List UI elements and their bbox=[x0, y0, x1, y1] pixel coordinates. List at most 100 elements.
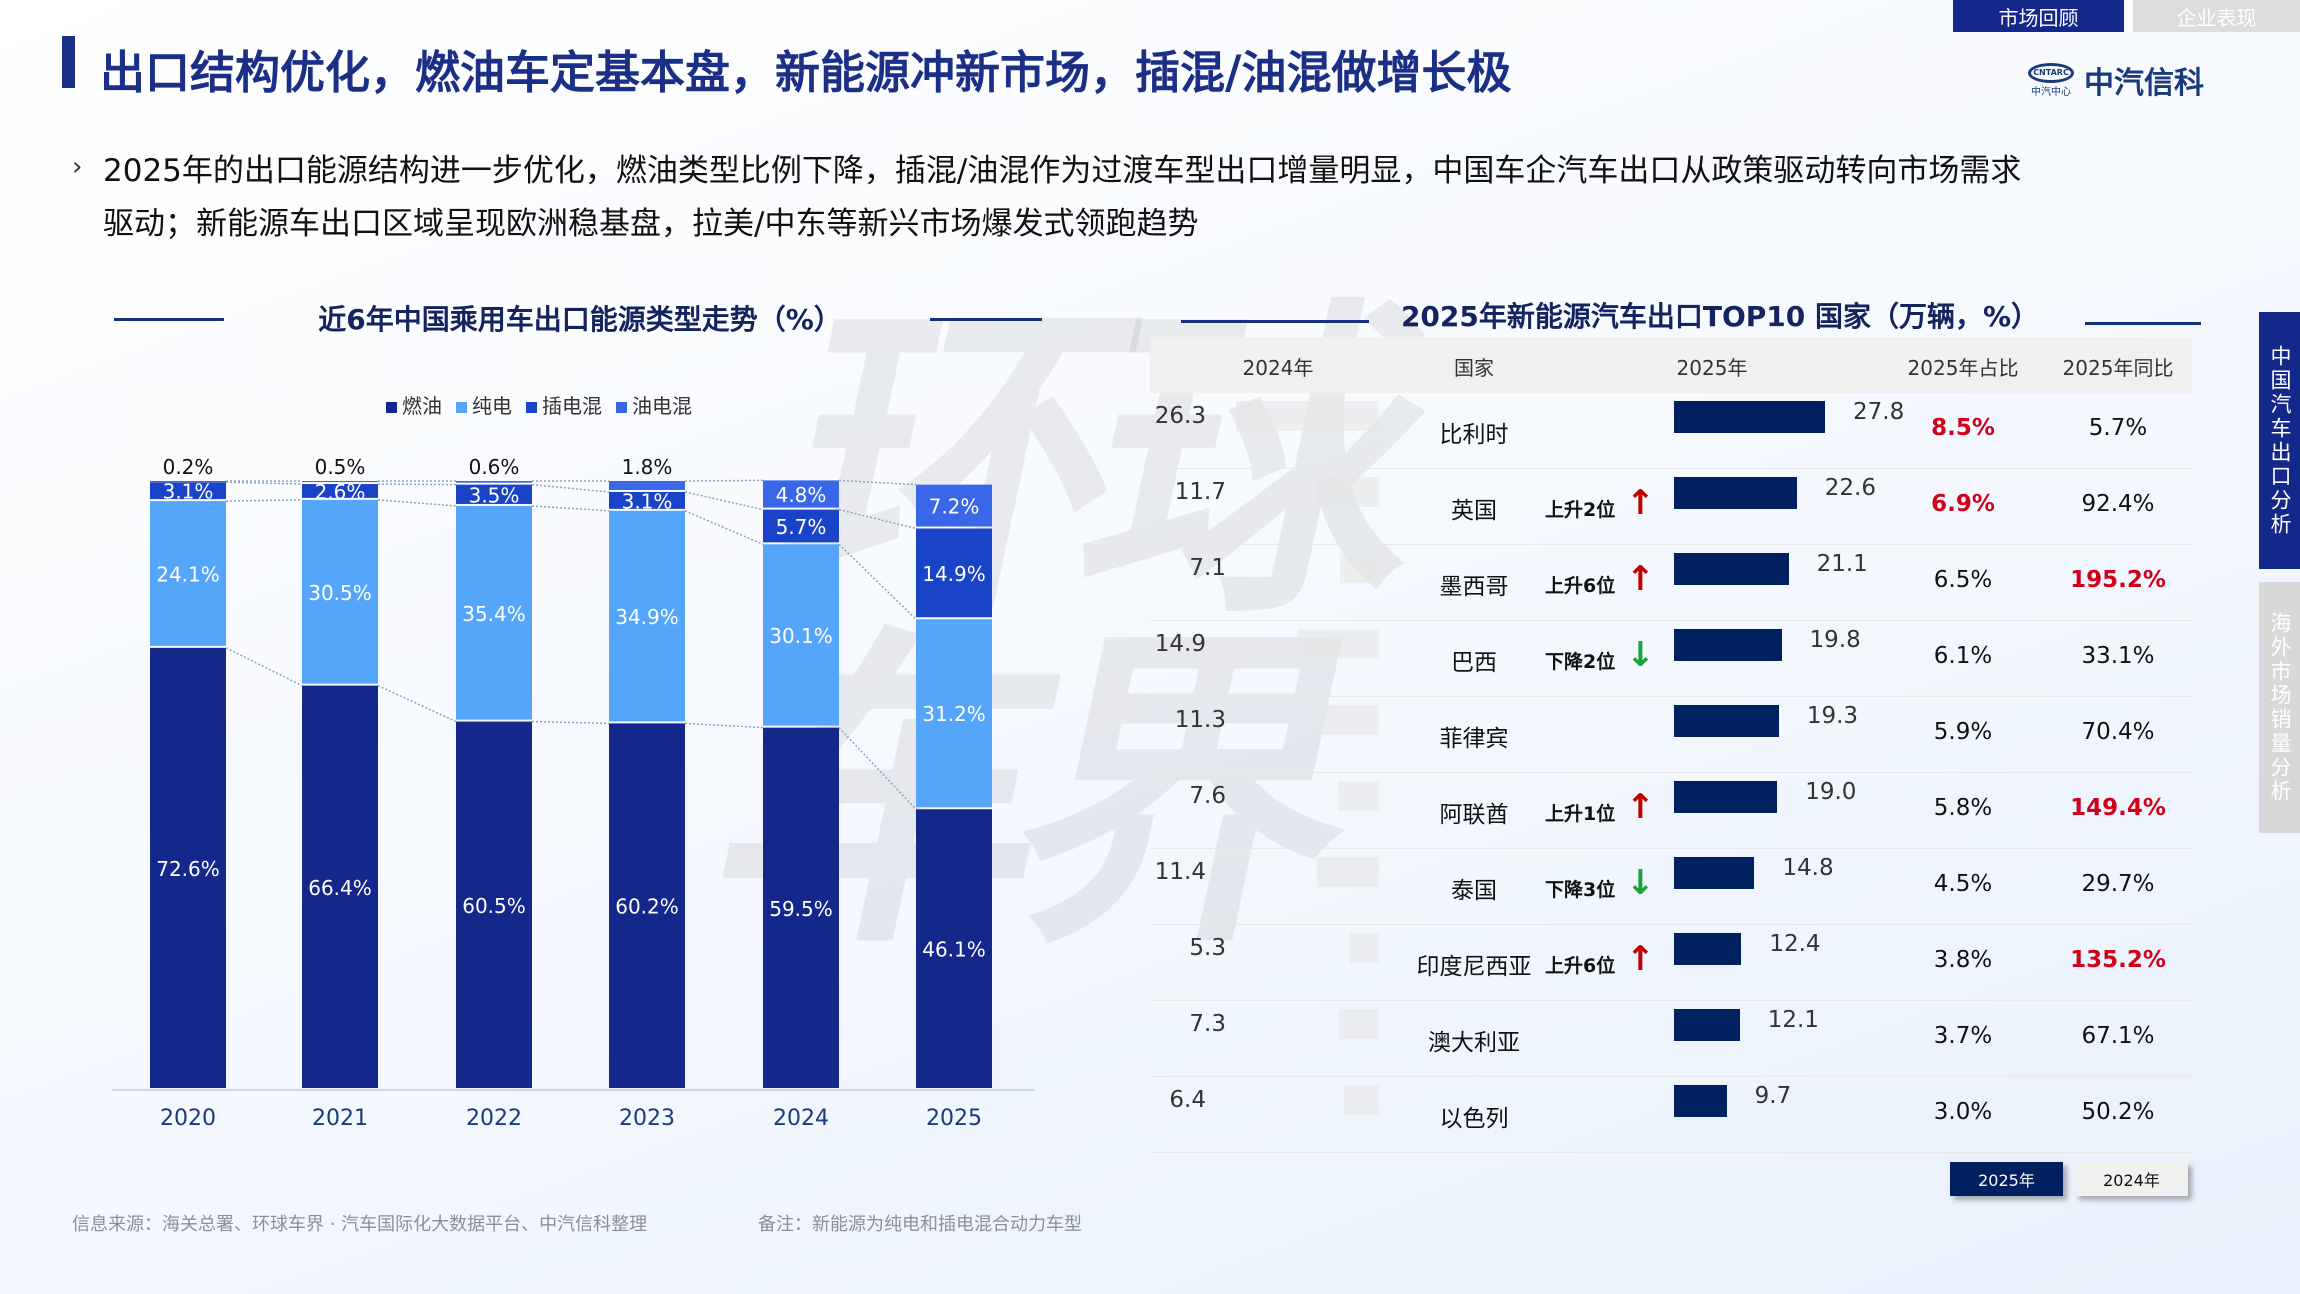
connector-line bbox=[377, 483, 457, 486]
bar-2024 bbox=[1317, 705, 1379, 735]
data-label: 60.5% bbox=[462, 894, 526, 918]
yoy-value: 135.2% bbox=[2070, 947, 2166, 973]
arrow-up-icon: ↑ bbox=[1626, 483, 1655, 523]
arrow-up-icon: ↑ bbox=[1626, 559, 1655, 599]
table-row: 6.4 以色列 9.7 3.0% 50.2% bbox=[1150, 1077, 2192, 1153]
legend-item: 油电混 bbox=[616, 390, 692, 419]
value-2025: 21.1 bbox=[1816, 551, 1868, 577]
yoy-value: 67.1% bbox=[2081, 1023, 2155, 1049]
divider bbox=[2085, 322, 2201, 325]
value-2024: 14.9 bbox=[1154, 631, 1206, 657]
tab-company-performance[interactable]: 企业表现 bbox=[2133, 0, 2300, 32]
legend-label: 插电混 bbox=[542, 394, 602, 418]
yoy-value: 70.4% bbox=[2081, 719, 2155, 745]
logo-name: 中汽信科 bbox=[2084, 66, 2204, 101]
connector-line bbox=[838, 727, 917, 810]
country-name: 墨西哥 bbox=[1439, 574, 1509, 600]
yoy-value: 149.4% bbox=[2070, 795, 2166, 821]
data-label: 30.1% bbox=[769, 624, 833, 648]
country-name: 菲律宾 bbox=[1439, 726, 1509, 752]
bar-segment bbox=[456, 481, 532, 483]
data-label: 59.5% bbox=[769, 897, 833, 921]
value-2024: 11.3 bbox=[1174, 707, 1226, 733]
bar-2024 bbox=[1236, 401, 1379, 431]
bar-segment bbox=[763, 727, 839, 1088]
connector-line bbox=[225, 647, 303, 687]
bar-segment bbox=[150, 501, 226, 646]
share-value: 3.7% bbox=[1933, 1023, 1993, 1049]
value-2024: 6.4 bbox=[1169, 1087, 1206, 1113]
value-2024: 11.7 bbox=[1174, 479, 1226, 505]
bar-2024 bbox=[1317, 857, 1379, 887]
bar-segment bbox=[456, 505, 532, 720]
data-label: 1.8% bbox=[622, 455, 673, 479]
legend-label: 纯电 bbox=[472, 394, 512, 418]
rank-change: 上升1位 bbox=[1545, 803, 1616, 825]
value-2025: 9.7 bbox=[1754, 1083, 1792, 1109]
bar-segment bbox=[916, 809, 992, 1088]
connector-line bbox=[531, 505, 610, 512]
chart-title: 近6年中国乘用车出口能源类型走势（%） bbox=[318, 303, 842, 336]
share-value: 6.9% bbox=[1931, 491, 1995, 517]
data-label: 14.9% bbox=[922, 562, 986, 586]
logo: CNTARC 中汽中心 中汽信科 bbox=[2028, 58, 2204, 102]
bar-2025 bbox=[1674, 477, 1797, 509]
x-tick-label: 2025 bbox=[926, 1106, 982, 1131]
data-label: 2.6% bbox=[315, 480, 366, 504]
yoy-value: 195.2% bbox=[2070, 567, 2166, 593]
bar-segment bbox=[302, 484, 378, 498]
data-label: 66.4% bbox=[308, 876, 372, 900]
data-label: 24.1% bbox=[156, 562, 220, 586]
stacked-bar-chart: 72.6%24.1%3.1%0.2%202066.4%30.5%2.6%0.5%… bbox=[112, 455, 1035, 1131]
summary-line-1: 2025年的出口能源结构进一步优化，燃油类型比例下降，插混/油混作为过渡车型出口… bbox=[103, 153, 2022, 189]
legend-swatch bbox=[456, 402, 467, 413]
bar-2025 bbox=[1674, 1009, 1740, 1041]
bar-segment bbox=[302, 499, 378, 684]
share-value: 5.9% bbox=[1933, 719, 1993, 745]
logo-badge: CNTARC bbox=[2028, 62, 2074, 83]
bar-segment bbox=[916, 619, 992, 808]
tab-label: 企业表现 bbox=[2176, 5, 2257, 30]
country-name: 澳大利亚 bbox=[1428, 1030, 1520, 1056]
table-row: 14.9 巴西 19.8 6.1% 33.1% 下降2位 ↓ bbox=[1150, 621, 2192, 697]
connector-line bbox=[531, 483, 610, 493]
arrow-up-icon: ↑ bbox=[1626, 787, 1655, 827]
value-2024: 5.3 bbox=[1189, 935, 1226, 961]
bar-segment bbox=[916, 484, 992, 527]
share-value: 4.5% bbox=[1933, 871, 1993, 897]
table-row: 11.7 英国 22.6 6.9% 92.4% 上升2位 ↑ bbox=[1150, 469, 2192, 545]
tab-market-review[interactable]: 市场回顾 bbox=[1953, 0, 2124, 32]
year-2025-button[interactable]: 2025年 bbox=[1950, 1162, 2063, 1196]
x-tick-label: 2022 bbox=[466, 1106, 522, 1131]
legend-label: 燃油 bbox=[402, 394, 442, 418]
year-2024-button[interactable]: 2024年 bbox=[2075, 1162, 2188, 1196]
data-label: 0.2% bbox=[163, 455, 214, 479]
bar-2025 bbox=[1674, 857, 1755, 889]
side-tab-china-export[interactable]: 中国汽车出口分析 bbox=[2259, 312, 2300, 569]
data-label: 3.1% bbox=[622, 489, 673, 513]
data-label: 46.1% bbox=[922, 938, 986, 962]
country-name: 巴西 bbox=[1451, 650, 1497, 676]
bar-2025 bbox=[1674, 553, 1789, 585]
table-row: 11.3 菲律宾 19.3 5.9% 70.4% bbox=[1150, 697, 2192, 773]
side-tab-overseas-sales[interactable]: 海外市场销量分析 bbox=[2259, 582, 2300, 833]
bar-segment bbox=[150, 482, 226, 500]
data-label: 31.2% bbox=[922, 702, 986, 726]
data-label: 4.8% bbox=[776, 483, 827, 507]
bar-2025 bbox=[1674, 629, 1782, 661]
chevron-right-icon: › bbox=[72, 152, 83, 182]
col-country: 国家 bbox=[1454, 356, 1494, 380]
bar-2024 bbox=[1339, 1009, 1379, 1039]
value-2024: 7.6 bbox=[1189, 783, 1226, 809]
connector-line bbox=[684, 479, 764, 482]
country-name: 英国 bbox=[1451, 498, 1497, 524]
connector-line bbox=[531, 720, 610, 725]
source-note: 信息来源：海关总署、环球车界 · 汽车国际化大数据平台、中汽信科整理 bbox=[72, 1214, 648, 1235]
value-2025: 14.8 bbox=[1782, 855, 1834, 881]
bar-segment bbox=[609, 510, 685, 722]
bar-segment bbox=[916, 528, 992, 618]
value-2024: 7.3 bbox=[1189, 1011, 1226, 1037]
value-2024: 11.4 bbox=[1154, 859, 1206, 885]
yoy-value: 50.2% bbox=[2081, 1099, 2155, 1125]
x-tick-label: 2024 bbox=[773, 1106, 829, 1131]
